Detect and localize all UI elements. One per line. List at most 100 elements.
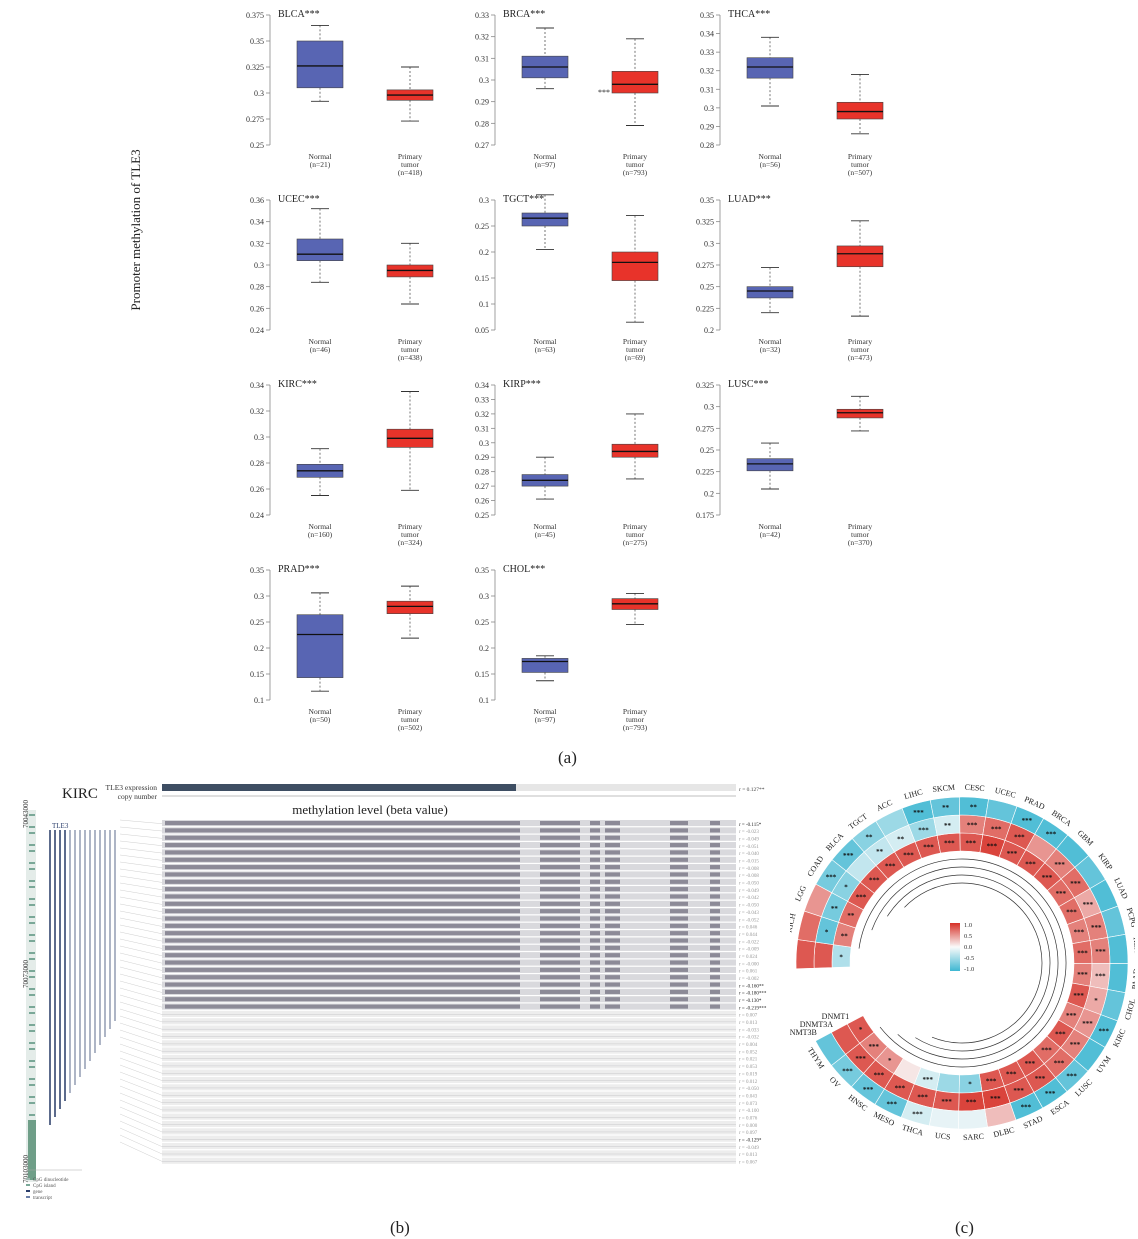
cpg-mark xyxy=(29,1114,35,1116)
significance-stars: *** xyxy=(1013,1087,1024,1095)
y-tick-label: 0.3 xyxy=(254,89,264,98)
group-label: Normal xyxy=(534,522,557,531)
correlation-r: r = -0.050 xyxy=(739,904,759,909)
significance-stars: ** xyxy=(865,834,873,842)
cancer-label: KIRP xyxy=(1097,852,1115,873)
group-n: (n=438) xyxy=(398,353,423,362)
significance-stars: *** xyxy=(1041,1047,1052,1055)
cancer-label: ACC xyxy=(875,798,894,813)
group-label: tumor xyxy=(851,160,869,169)
group-n: (n=507) xyxy=(848,168,873,177)
methylation-bar xyxy=(670,923,688,928)
methylation-row xyxy=(162,1062,736,1069)
y-tick-label: 0.29 xyxy=(475,98,489,107)
panel-label-a: (a) xyxy=(558,748,577,767)
group-label: tumor xyxy=(401,715,419,724)
y-tick-label: 0.3 xyxy=(254,261,264,270)
methylation-bar xyxy=(590,872,600,877)
heat-cell xyxy=(928,1107,960,1130)
y-tick-label: 0.27 xyxy=(475,141,489,150)
iqr-box xyxy=(611,443,659,458)
cancer-label: UCS xyxy=(935,1131,951,1142)
chart-title: BRCA*** xyxy=(503,9,545,20)
significance-stars: *** xyxy=(1014,833,1025,841)
y-tick-label: 0.375 xyxy=(246,11,264,20)
cpg-mark xyxy=(29,844,35,846)
y-tick-label: 0.36 xyxy=(250,196,264,205)
connector-line xyxy=(119,1141,163,1162)
correlation-r: r = -0.052 xyxy=(739,918,759,923)
significance-stars: *** xyxy=(1054,1060,1065,1068)
y-tick-label: 0.25 xyxy=(475,618,489,627)
y-tick-label: 0.3 xyxy=(254,433,264,442)
correlation-r: r = 0.097 xyxy=(739,1131,758,1136)
correlation-r: r = 0.012 xyxy=(739,1080,758,1085)
connector-line xyxy=(119,1106,163,1125)
group-label: Normal xyxy=(309,152,332,161)
methylation-bar xyxy=(590,938,600,943)
correlation-r: r = -0.023 xyxy=(739,830,759,835)
connector-line xyxy=(119,889,163,898)
cancer-label: UCEC xyxy=(994,786,1017,800)
group-n: (n=63) xyxy=(535,345,556,354)
group-label: Primary xyxy=(623,337,647,346)
cpg-mark xyxy=(29,1096,35,1098)
box-normal: Normal(n=160) xyxy=(296,448,344,539)
box-normal: Normal(n=63) xyxy=(521,194,569,354)
y-tick-label: 0.25 xyxy=(475,222,489,231)
methylation-title: methylation level (beta value) xyxy=(292,802,448,817)
methylation-row xyxy=(162,1142,736,1150)
box-normal: Normal(n=50) xyxy=(296,592,344,724)
y-tick-label: 0.3 xyxy=(254,592,264,601)
significance-stars: *** xyxy=(944,840,955,848)
y-tick-label: 0.3 xyxy=(704,403,714,412)
methylation-bar xyxy=(165,879,520,884)
methylation-row xyxy=(162,1040,736,1047)
correlation-r: r = -0.051 xyxy=(739,845,759,850)
dendrogram-branch xyxy=(887,874,1051,1052)
methylation-bar xyxy=(540,967,580,972)
cancer-label: LAML xyxy=(790,942,792,965)
methylation-bar xyxy=(670,1004,688,1009)
group-label: Normal xyxy=(759,152,782,161)
methylation-bar xyxy=(710,916,720,921)
methylation-bar xyxy=(670,982,688,987)
connector-line xyxy=(119,1057,163,1074)
methylation-bar xyxy=(165,1004,520,1009)
track-expression-label: TLE3 expression xyxy=(106,783,158,792)
connector-line xyxy=(119,938,163,949)
y-tick-label: 0.25 xyxy=(700,283,714,292)
cpg-mark xyxy=(29,1078,35,1080)
cancer-label: DLBC xyxy=(992,1125,1015,1139)
iqr-box xyxy=(296,614,344,678)
connector-line xyxy=(119,1043,163,1059)
chart-title: CHOL*** xyxy=(503,564,545,575)
chart-title: BLCA*** xyxy=(278,9,320,20)
group-label: Primary xyxy=(398,152,422,161)
group-label: Normal xyxy=(534,707,557,716)
methylation-bar xyxy=(590,828,600,833)
iqr-box xyxy=(521,212,569,227)
methylation-row xyxy=(162,1032,736,1040)
methylation-bar xyxy=(710,982,720,987)
y-tick-label: 0.27 xyxy=(475,482,489,491)
legend-swatch xyxy=(26,1196,30,1198)
significance-stars: *** xyxy=(1098,1028,1109,1036)
group-label: tumor xyxy=(851,530,869,539)
cpg-mark xyxy=(29,1060,35,1062)
connector-line xyxy=(119,882,163,890)
significance-annotation: *** xyxy=(598,88,610,97)
boxplot-thca: 0.28 0.29 0.3 0.31 0.32 0.33 0.34 0.35 THCA*** No… xyxy=(700,9,884,177)
methylation-row xyxy=(162,1113,736,1120)
methylation-bar xyxy=(540,997,580,1002)
cancer-label: SKCM xyxy=(932,783,956,794)
significance-stars: *** xyxy=(1055,1030,1066,1038)
heat-cell xyxy=(935,1072,960,1094)
methylation-bar xyxy=(540,828,580,833)
significance-stars: ** xyxy=(897,835,905,843)
methylation-row xyxy=(162,1091,736,1098)
significance-stars: *** xyxy=(1025,1060,1036,1068)
